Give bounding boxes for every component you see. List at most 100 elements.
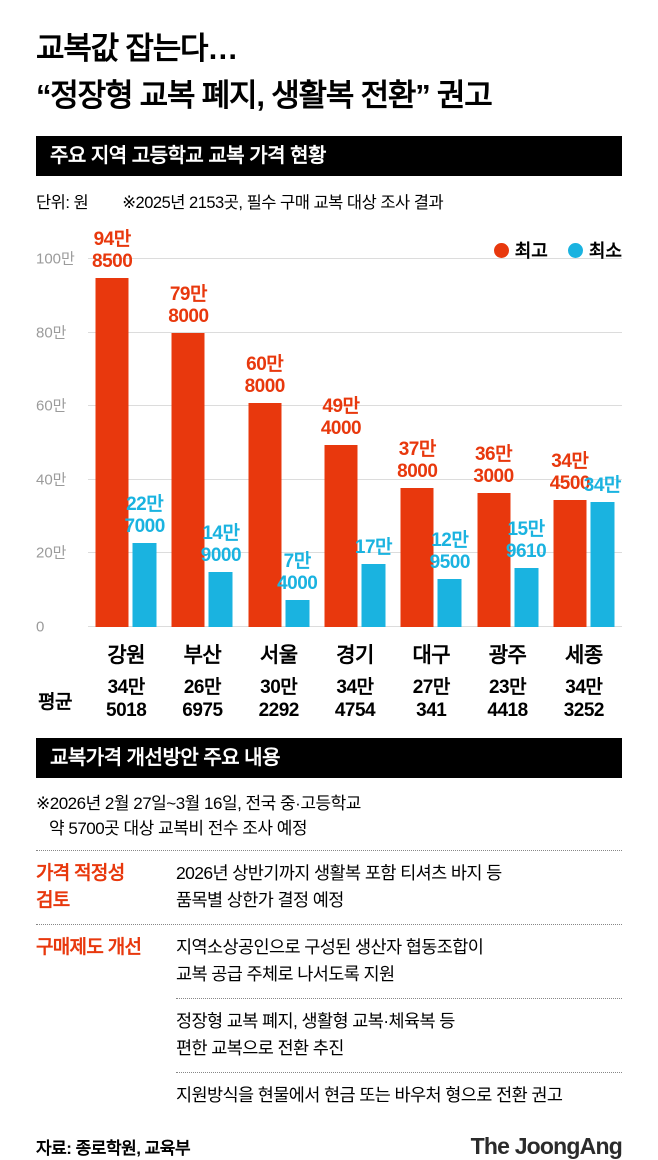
policy-row-label bbox=[36, 1072, 176, 1109]
bar-value-label: 36만 3000 bbox=[473, 444, 514, 488]
footer: 자료: 종로학원, 교육부 The JoongAng bbox=[36, 1133, 623, 1160]
gridline bbox=[88, 258, 622, 259]
x-axis-label-대구: 대구 bbox=[412, 644, 451, 667]
legend-item: 최소 bbox=[567, 237, 622, 263]
average-value-강원: 34만 5018 bbox=[106, 677, 147, 721]
policy-row-label: 구매제도 개선 bbox=[36, 937, 142, 958]
survey-note: ※2025년 2153곳, 필수 구매 교복 대상 조사 결과 bbox=[122, 194, 444, 212]
bar-value-label: 34만 bbox=[583, 474, 622, 496]
gridline bbox=[88, 405, 622, 407]
bar-최고-세종: 34만 4500 bbox=[550, 451, 590, 627]
bar-group-강원: 94만 8500 22만 7000 bbox=[88, 229, 165, 627]
chart-section-header: 주요 지역 고등학교 교복 가격 현황 bbox=[36, 136, 622, 176]
policy-row-text: 2026년 상반기까지 생활복 포함 티셔츠 바지 등 품목별 상한가 결정 예정 bbox=[176, 863, 502, 910]
x-axis-label-경기: 경기 bbox=[336, 644, 374, 667]
bar-value-label: 15만 9610 bbox=[505, 519, 547, 563]
joongang-logo: The JoongAng bbox=[470, 1133, 623, 1159]
policy-row-label: 가격 적정성 검토 bbox=[36, 863, 125, 911]
bar-최소-세종: 34만 bbox=[584, 475, 621, 627]
policy-row-text: 지원방식을 현물에서 현금 또는 바우처 형으로 전환 권고 bbox=[176, 1072, 622, 1109]
bar-pair: 49만 4000 17만 bbox=[321, 259, 393, 627]
bar-최고-경기: 49만 4000 bbox=[321, 396, 362, 627]
bar-최소-경기: 17만 bbox=[355, 537, 393, 627]
legend: 최고 최소 bbox=[493, 237, 622, 263]
policy-row: 지원방식을 현물에서 현금 또는 바우처 형으로 전환 권고 bbox=[36, 1072, 622, 1119]
title-line-2: “정장형 교복 폐지, 생활복 전환” 권고 bbox=[36, 77, 493, 113]
bar-value-label: 17만 bbox=[354, 537, 393, 559]
bar-value-label: 60만 8000 bbox=[244, 354, 286, 398]
average-row-label: 평균 bbox=[38, 692, 72, 713]
bar-value-label: 7만 4000 bbox=[277, 550, 318, 594]
bar-group-광주: 36만 3000 15만 9610 bbox=[469, 259, 547, 627]
y-axis-tick: 20만 bbox=[36, 544, 67, 562]
bar-value-label: 94만 8500 bbox=[92, 228, 133, 272]
x-axis-label-광주: 광주 bbox=[488, 644, 527, 667]
policy-row-label bbox=[36, 998, 176, 1062]
source-credit: 자료: 종로학원, 교육부 bbox=[36, 1139, 191, 1158]
policy-table: 가격 적정성 검토 2026년 상반기까지 생활복 포함 티셔츠 바지 등 품목별 상… bbox=[36, 850, 622, 1119]
bar-최고-부산: 79만 8000 bbox=[168, 284, 209, 627]
bar-value-label: 79만 8000 bbox=[168, 284, 209, 328]
y-axis-tick: 0 bbox=[36, 618, 45, 636]
bar-value-label: 22만 7000 bbox=[124, 494, 166, 538]
survey-schedule-note: ※2026년 2월 27일~3월 16일, 전국 중·고등학교 약 5700곳 대… bbox=[36, 794, 361, 838]
legend-item: 최고 bbox=[493, 237, 548, 263]
y-axis-tick: 80만 bbox=[36, 324, 67, 342]
bar-최소-광주: 15만 9610 bbox=[506, 519, 547, 627]
bar-value-label: 49만 4000 bbox=[320, 396, 362, 440]
bar-pair: 94만 8500 22만 7000 bbox=[92, 229, 165, 627]
average-row: 평균 34만 5018 26만 6975 30만 2292 34만 4754 27만 341 23만… bbox=[38, 676, 622, 722]
legend-dot-icon bbox=[493, 242, 509, 258]
policy-section-header: 교복가격 개선방안 주요 내용 bbox=[36, 738, 622, 778]
bar-최고-서울: 60만 8000 bbox=[245, 354, 285, 627]
y-axis-tick: 100만 bbox=[36, 250, 75, 268]
bar-value-label: 12만 9500 bbox=[429, 530, 471, 574]
bar-최고-광주: 36만 3000 bbox=[473, 444, 514, 627]
bar-group-서울: 60만 8000 7만 4000 bbox=[241, 259, 318, 627]
bar-최소-부산: 14만 9000 bbox=[201, 523, 242, 627]
x-axis-label-서울: 서울 bbox=[259, 644, 298, 667]
legend-dot-icon bbox=[567, 242, 583, 258]
average-value-경기: 34만 4754 bbox=[334, 677, 376, 721]
page-title: 교복값 잡는다… “정장형 교복 폐지, 생활복 전환” 권고 bbox=[36, 26, 622, 119]
chart-subtitle-row: 단위: 원 ※2025년 2153곳, 필수 구매 교복 대상 조사 결과 bbox=[36, 189, 622, 213]
gridline bbox=[88, 331, 622, 333]
policy-row-text: 지역소상공인으로 구성된 생산자 협동조합이 교복 공급 주체로 나서도록 지원 bbox=[176, 937, 484, 984]
bar-value-label: 34만 4500 bbox=[549, 451, 591, 495]
policy-row: 가격 적정성 검토 2026년 상반기까지 생활복 포함 티셔츠 바지 등 품목별 상… bbox=[36, 850, 622, 924]
bar-group-대구: 37만 8000 12만 9500 bbox=[393, 259, 470, 627]
bar-최소-강원: 22만 7000 bbox=[125, 494, 165, 627]
policy-row: 정장형 교복 폐지, 생활형 교복·체육복 등 편한 교복으로 전환 추진 bbox=[36, 998, 622, 1072]
bar-최소-대구: 12만 9500 bbox=[430, 530, 470, 627]
average-value-세종: 34만 3252 bbox=[563, 677, 605, 721]
average-value-대구: 27만 341 bbox=[412, 677, 451, 721]
bar-value-label: 14만 9000 bbox=[200, 523, 242, 567]
legend-label: 최소 bbox=[588, 241, 622, 261]
policy-row: 구매제도 개선 지역소상공인으로 구성된 생산자 협동조합이 교복 공급 주체로 나… bbox=[36, 924, 622, 998]
x-axis-label-부산: 부산 bbox=[183, 644, 222, 667]
title-line-1: 교복값 잡는다… bbox=[36, 31, 238, 66]
x-axis-labels: 강원 부산 서울 경기 대구 광주 세종 bbox=[88, 639, 622, 669]
legend-label: 최고 bbox=[514, 241, 548, 261]
x-axis-label-강원: 강원 bbox=[107, 644, 145, 667]
x-axis-label-세종: 세종 bbox=[565, 644, 603, 667]
bar-group-세종: 34만 4500 34만 bbox=[546, 259, 622, 627]
bar-group-부산: 79만 8000 14만 9000 bbox=[164, 259, 242, 627]
bar-최소-서울: 7만 4000 bbox=[277, 551, 318, 627]
bar-pair: 37만 8000 12만 9500 bbox=[397, 259, 470, 627]
average-value-부산: 26만 6975 bbox=[182, 677, 223, 721]
policy-row-text: 정장형 교복 폐지, 생활형 교복·체육복 등 편한 교복으로 전환 추진 bbox=[176, 998, 622, 1062]
bar-pair: 34만 4500 34만 bbox=[550, 259, 621, 627]
average-value-서울: 30만 2292 bbox=[258, 677, 300, 721]
bar-pair: 79만 8000 14만 9000 bbox=[168, 259, 242, 627]
bar-group-경기: 49만 4000 17만 bbox=[317, 259, 393, 627]
chart-area: 최고 최소 100만 80만 60만 40만 20만 0 94만 8500 22만 7000 79만 8… bbox=[36, 229, 622, 722]
y-axis-tick: 40만 bbox=[36, 471, 67, 489]
average-values: 34만 5018 26만 6975 30만 2292 34만 4754 27만 341 23만 441… bbox=[88, 676, 622, 722]
unit-label: 단위: 원 bbox=[36, 194, 89, 212]
average-value-광주: 23만 4418 bbox=[487, 677, 528, 721]
bar-최고-대구: 37만 8000 bbox=[397, 439, 438, 627]
bar-chart-plot: 100만 80만 60만 40만 20만 0 94만 8500 22만 7000 79만 8000 14… bbox=[36, 229, 622, 635]
bar-value-label: 37만 8000 bbox=[397, 438, 438, 482]
